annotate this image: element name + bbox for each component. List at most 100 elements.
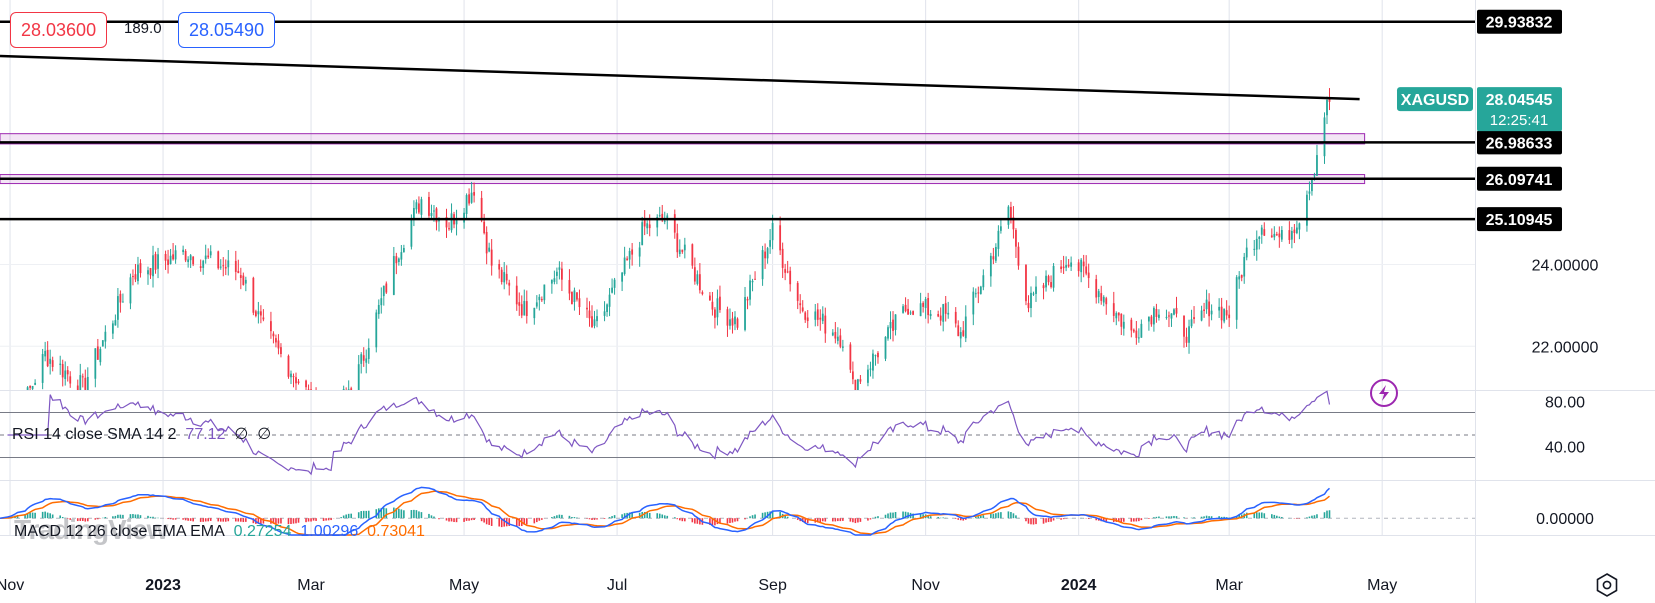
rsi-legend[interactable]: RSI 14 close SMA 14 2 77.12 ∅ ∅ <box>12 424 271 444</box>
candle-body <box>1015 229 1017 247</box>
resistance-zones[interactable] <box>0 133 1366 185</box>
candle-body <box>508 282 511 286</box>
candle-body <box>209 251 212 256</box>
candle-body <box>1295 227 1298 234</box>
macd-histogram-bar <box>975 517 977 519</box>
macd-histogram-bar <box>172 518 174 520</box>
candle-body <box>333 404 335 427</box>
time-tick-label: Sep <box>758 577 787 594</box>
macd-legend[interactable]: MACD 12 26 close EMA EMA 0.27254 1.00296… <box>14 523 425 541</box>
macd-histogram-bar <box>234 518 237 522</box>
macd-histogram-bar <box>245 518 247 522</box>
candle-body <box>1010 206 1012 219</box>
candle-body <box>254 311 257 316</box>
macd-histogram-bar <box>508 518 511 526</box>
candle-body <box>954 311 957 324</box>
macd-histogram-bar <box>611 516 613 519</box>
macd-histogram-bar <box>771 510 774 519</box>
macd-histogram-bar <box>837 518 839 522</box>
candle-body <box>1208 301 1211 317</box>
candle-body <box>588 310 591 319</box>
macd-histogram-bar <box>709 518 711 525</box>
macd-histogram-bar <box>538 518 541 521</box>
candle-body <box>989 255 992 277</box>
macd-legend-macd: 1.00296 <box>300 523 359 540</box>
macd-histogram-bar <box>470 518 473 521</box>
rsi-tick-label: 40.00 <box>1545 439 1585 456</box>
candle-body <box>465 195 468 214</box>
candle-body <box>591 316 593 328</box>
macd-histogram-bar <box>982 515 985 519</box>
candle-body <box>500 269 503 282</box>
candle-body <box>1210 310 1213 315</box>
macd-histogram-bar <box>1120 518 1123 523</box>
macd-histogram-bar <box>503 518 506 527</box>
macd-histogram-bar <box>345 514 347 519</box>
candle-body <box>656 216 659 228</box>
candle-body <box>1293 229 1296 234</box>
macd-histogram-bar <box>224 518 227 522</box>
bid-price-button[interactable]: 28.03600 <box>10 12 108 48</box>
macd-histogram-bar <box>1123 518 1125 522</box>
candle-body <box>623 257 626 274</box>
macd-histogram-bar <box>731 518 734 523</box>
candle-body <box>877 352 879 358</box>
candle-body <box>974 293 977 295</box>
macd-histogram-bar <box>97 518 99 520</box>
macd-histogram-bar <box>480 518 483 522</box>
macd-histogram-bar <box>59 515 62 519</box>
macd-histogram-bar <box>608 517 611 519</box>
candle-body <box>924 299 927 309</box>
time-tick-label: Mar <box>1215 577 1243 594</box>
macd-histogram-bar <box>81 518 84 521</box>
macd-histogram-bar <box>199 518 202 522</box>
macd-histogram-bar <box>869 518 872 520</box>
ask-price-button[interactable]: 28.05490 <box>178 12 276 48</box>
macd-legend-title: MACD 12 26 close EMA EMA <box>14 523 225 540</box>
candle-body <box>1223 308 1226 322</box>
candle-body <box>1188 326 1190 343</box>
candle-body <box>498 264 501 270</box>
candle-body <box>237 270 240 274</box>
macd-histogram-bar <box>41 511 44 519</box>
candle-body <box>418 203 420 213</box>
macd-histogram-bar <box>445 518 448 521</box>
settings-gear-icon[interactable] <box>1594 572 1620 598</box>
macd-histogram-bar <box>1012 513 1015 519</box>
macd-histogram-bar <box>942 517 944 519</box>
candle-body <box>1308 191 1311 194</box>
rsi-pane: 80.00 40.00 <box>0 390 1585 476</box>
candle-body <box>1042 285 1045 289</box>
macd-histogram-bar <box>260 518 262 524</box>
macd-histogram-bar <box>1313 515 1316 519</box>
candle-body <box>1235 277 1238 320</box>
candle-body <box>1168 315 1170 317</box>
candle-body <box>678 249 681 254</box>
candle-body <box>1255 238 1258 250</box>
candle-body <box>977 292 980 294</box>
candle-body <box>1278 233 1281 238</box>
candle-body <box>1132 329 1135 332</box>
candle-body <box>814 311 817 320</box>
candle-body <box>1273 233 1276 238</box>
candle-body <box>1115 313 1118 319</box>
macd-histogram-bar <box>187 518 189 521</box>
macd-histogram-bar <box>207 518 210 522</box>
macd-histogram-bar <box>500 518 503 528</box>
macd-histogram-bar <box>1205 515 1208 519</box>
macd-histogram-bar <box>1311 515 1313 519</box>
trendline[interactable] <box>0 54 1360 101</box>
candle-body <box>34 382 37 385</box>
candle-body <box>821 313 824 322</box>
macd-histogram-bar <box>613 515 616 519</box>
macd-histogram-bar <box>679 518 681 521</box>
candle-body <box>69 376 72 384</box>
candle-body <box>593 319 596 326</box>
macd-histogram-bar <box>360 511 363 519</box>
macd-histogram-bar <box>596 518 598 520</box>
macd-histogram-bar <box>779 511 781 519</box>
macd-histogram-bar <box>473 518 475 521</box>
candle-body <box>96 346 99 360</box>
macd-histogram-bar <box>867 518 869 521</box>
